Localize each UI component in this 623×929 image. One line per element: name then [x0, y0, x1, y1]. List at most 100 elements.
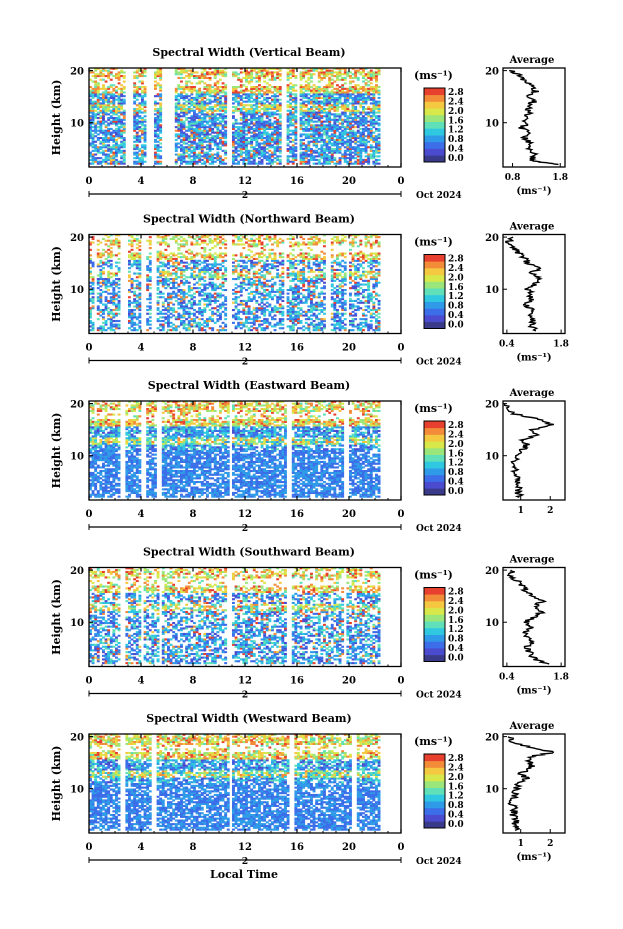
heatmap-cell — [341, 106, 345, 109]
heatmap-cell — [260, 100, 264, 103]
heatmap-cell — [369, 117, 373, 120]
heatmap-cell — [182, 298, 186, 301]
heatmap-cell — [216, 118, 220, 121]
heatmap-cell — [239, 67, 243, 70]
heatmap-cell — [128, 256, 131, 259]
heatmap-cell — [362, 111, 365, 114]
heatmap-cell — [211, 155, 215, 158]
heatmap-cell — [307, 82, 311, 85]
heatmap-cell — [198, 276, 202, 279]
heatmap-cell — [206, 129, 209, 132]
heatmap-cell — [343, 115, 347, 118]
heatmap-cell — [333, 98, 337, 101]
heatmap-cell — [221, 310, 225, 313]
heatmap-cell — [107, 122, 111, 125]
heatmap-cell — [304, 113, 308, 116]
heatmap-cell — [200, 137, 204, 140]
heatmap-cell — [193, 160, 196, 163]
heatmap-cell — [195, 321, 199, 324]
heatmap-cell — [307, 71, 311, 74]
heatmap-cell — [91, 158, 95, 161]
heatmap-cell — [174, 109, 178, 112]
heatmap-cell — [320, 122, 324, 125]
heatmap-cell — [133, 86, 137, 89]
heatmap-cell — [336, 75, 339, 78]
heatmap-cell — [336, 127, 339, 130]
heatmap-cell — [200, 133, 204, 136]
heatmap-cell — [174, 67, 178, 70]
heatmap-cell — [172, 252, 176, 255]
heatmap-cell — [242, 131, 246, 134]
heatmap-cell — [304, 104, 308, 107]
heatmap-cell — [377, 151, 381, 154]
heatmap-cell — [304, 118, 308, 121]
heatmap-cell — [252, 87, 256, 90]
heatmap-cell — [247, 113, 251, 116]
heatmap-cell — [304, 84, 308, 87]
heatmap-cell — [325, 86, 329, 89]
heatmap-cell — [99, 111, 103, 114]
heatmap-cell — [239, 91, 243, 94]
heatmap-cell — [130, 310, 134, 313]
heatmap-cell — [112, 298, 116, 301]
heatmap-cell — [239, 144, 243, 147]
heatmap-cell — [112, 314, 116, 317]
heatmap-cell — [167, 296, 170, 299]
heatmap-cell — [278, 124, 282, 127]
heatmap-cell — [354, 71, 358, 74]
heatmap-cell — [206, 126, 209, 129]
heatmap-cell — [216, 254, 220, 257]
heatmap-cell — [185, 96, 189, 99]
heatmap-cell — [343, 137, 347, 140]
heatmap-cell — [216, 285, 220, 288]
heatmap-cell — [224, 87, 228, 90]
heatmap-cell — [195, 127, 199, 130]
heatmap-cell — [182, 124, 186, 127]
heatmap-cell — [208, 89, 212, 92]
heatmap-cell — [102, 321, 105, 324]
heatmap-cell — [187, 73, 191, 76]
heatmap-cell — [91, 142, 95, 145]
heatmap-cell — [182, 96, 186, 99]
heatmap-cell — [109, 91, 113, 94]
heatmap-cell — [141, 137, 144, 140]
heatmap-cell — [156, 312, 160, 315]
heatmap-cell — [260, 95, 264, 98]
heatmap-cell — [198, 107, 202, 110]
heatmap-cell — [159, 243, 163, 246]
heatmap-cell — [242, 96, 246, 99]
heatmap-cell — [198, 80, 202, 83]
heatmap-cell — [109, 292, 113, 295]
heatmap-cell — [135, 75, 139, 78]
heatmap-cell — [174, 254, 178, 257]
heatmap-cell — [338, 148, 342, 151]
heatmap-cell — [94, 157, 98, 160]
heatmap-cell — [307, 96, 311, 99]
heatmap-cell — [115, 106, 118, 109]
heatmap-cell — [219, 117, 222, 120]
heatmap-cell — [154, 118, 157, 121]
heatmap-cell — [133, 160, 137, 163]
heatmap-cell — [250, 131, 254, 134]
heatmap-cell — [219, 104, 222, 107]
heatmap-cell — [182, 316, 186, 319]
heatmap-cell — [128, 254, 131, 257]
heatmap-cell — [167, 285, 170, 288]
heatmap-cell — [258, 111, 261, 114]
heatmap-cell — [146, 276, 150, 279]
heatmap-cell — [310, 127, 313, 130]
heatmap-cell — [89, 292, 92, 295]
heatmap-cell — [198, 89, 202, 92]
heatmap-cell — [128, 327, 131, 330]
heatmap-cell — [377, 111, 381, 114]
heatmap-cell — [208, 137, 212, 140]
heatmap-cell — [367, 111, 371, 114]
heatmap-cell — [294, 102, 298, 105]
heatmap-cell — [213, 259, 217, 262]
heatmap-cell — [255, 135, 259, 138]
heatmap-cell — [291, 98, 295, 101]
heatmap-cell — [138, 135, 142, 138]
heatmap-cell — [174, 142, 178, 145]
heatmap-cell — [135, 146, 139, 149]
heatmap-cell — [247, 96, 251, 99]
